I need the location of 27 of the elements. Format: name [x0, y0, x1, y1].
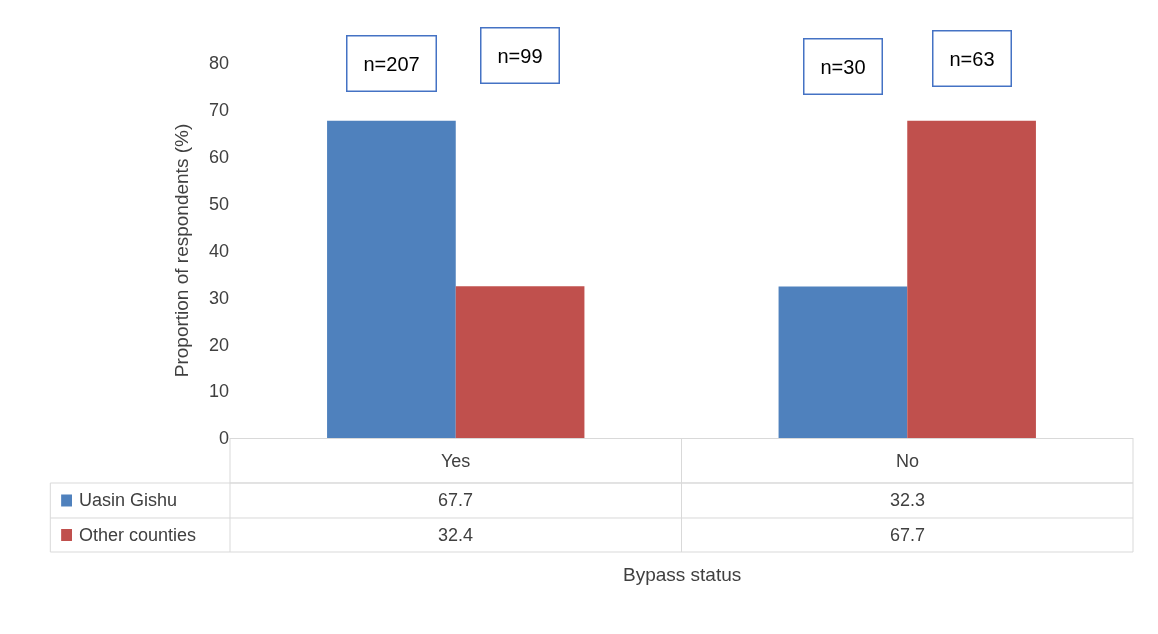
y-tick-label: 40	[208, 240, 229, 261]
data-label: 67.7	[438, 490, 474, 510]
y-axis-title: Proportion of respondents (%)	[170, 123, 192, 378]
bar	[778, 286, 908, 438]
y-tick-label: 50	[208, 193, 229, 214]
legend-label: Other counties	[79, 525, 197, 545]
bar	[907, 120, 1036, 438]
annotation: n=99	[497, 44, 543, 67]
y-tick-label: 20	[208, 334, 229, 355]
x-tick-label: Yes	[441, 451, 471, 471]
data-label: 32.3	[890, 490, 926, 510]
data-label: 67.7	[890, 525, 926, 545]
annotation: n=30	[820, 55, 866, 78]
legend-label: Uasin Gishu	[79, 490, 178, 510]
annotation: n=207	[363, 52, 420, 75]
x-tick-label: No	[896, 451, 920, 471]
annotation: n=63	[949, 47, 995, 70]
bar	[455, 286, 585, 438]
y-tick-label: 70	[208, 100, 229, 121]
y-tick-label: 0	[218, 428, 229, 449]
y-tick-label: 80	[208, 53, 229, 74]
y-tick-label: 60	[208, 147, 229, 168]
y-tick-label: 30	[208, 287, 229, 308]
data-label: 32.4	[438, 525, 474, 545]
bar	[327, 120, 456, 438]
x-axis-title: Bypass status	[623, 564, 742, 585]
y-tick-label: 10	[208, 381, 229, 402]
